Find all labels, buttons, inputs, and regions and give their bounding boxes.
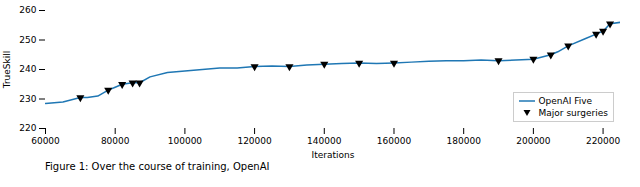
svg-text:80000: 80000: [101, 136, 130, 146]
svg-text:260: 260: [19, 5, 36, 15]
html-text:Major surgeries: Major surgeries: [538, 108, 608, 118]
svg-text:220000: 220000: [586, 136, 621, 146]
svg-text:140000: 140000: [307, 136, 342, 146]
svg-text:TrueSkill: TrueSkill: [2, 51, 12, 90]
svg-text:220: 220: [19, 123, 36, 133]
svg-text:250: 250: [19, 35, 36, 45]
svg-text:180000: 180000: [447, 136, 482, 146]
svg-text:Iterations: Iterations: [312, 150, 355, 160]
svg-text:120000: 120000: [237, 136, 272, 146]
svg-text:100000: 100000: [168, 136, 203, 146]
svg-text:200000: 200000: [516, 136, 551, 146]
html-text:OpenAI Five: OpenAI Five: [538, 96, 593, 106]
html-text:Figure 1: Over the course of t: Figure 1: Over the course of training, O…: [45, 161, 270, 172]
svg-text:230: 230: [19, 94, 36, 104]
svg-text:240: 240: [19, 64, 36, 74]
svg-text:160000: 160000: [377, 136, 412, 146]
svg-text:60000: 60000: [31, 136, 60, 146]
